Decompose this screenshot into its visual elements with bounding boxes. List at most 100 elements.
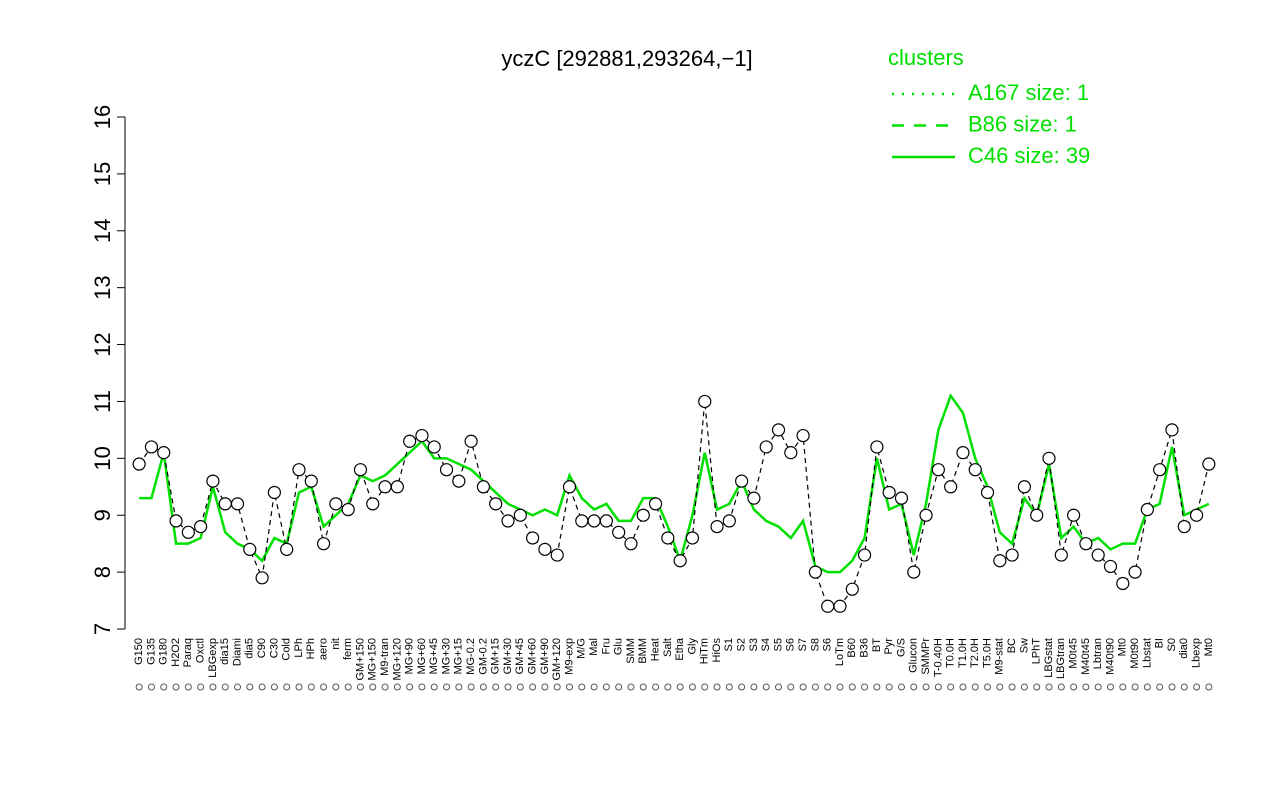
x-tick-label: dia5 <box>244 638 256 659</box>
axis-dot <box>873 683 881 691</box>
axis-dot <box>1143 683 1151 691</box>
point <box>1103 559 1118 574</box>
point <box>181 525 195 539</box>
x-tick-label: GM+150 <box>354 638 366 681</box>
x-tick-label: Salt <box>662 638 674 657</box>
point <box>144 440 159 454</box>
point <box>931 463 945 477</box>
x-tick-label: S3 <box>748 638 760 651</box>
x-tick-label: M/G <box>576 638 588 659</box>
point <box>316 537 331 551</box>
axis-dot <box>861 683 869 691</box>
axis-dot <box>848 683 856 691</box>
axis-dot <box>1119 683 1127 691</box>
axis-dot <box>565 683 573 691</box>
point <box>1202 457 1216 471</box>
axis-dot <box>1106 683 1114 691</box>
point <box>526 531 540 545</box>
x-tick-label: ferm <box>342 638 354 660</box>
point <box>1128 565 1142 579</box>
axis-dot <box>295 683 303 691</box>
axis-dot <box>270 683 278 691</box>
legend-label: C46 size: 39 <box>968 143 1090 168</box>
axis-dot <box>234 683 242 691</box>
axis-dot <box>676 683 684 691</box>
axis-dot <box>652 683 660 691</box>
point <box>685 531 700 545</box>
axis-dot <box>443 683 451 691</box>
point <box>870 440 884 454</box>
axis-dot <box>590 683 598 691</box>
axis-dot <box>516 683 524 691</box>
point <box>1177 519 1191 534</box>
point <box>476 480 491 494</box>
axis-dot <box>811 683 819 691</box>
y-tick-label: 7 <box>90 623 115 635</box>
x-tick-label: M9-exp <box>563 638 575 675</box>
x-tick-label: S2 <box>736 638 748 651</box>
x-tick-label: dia15 <box>219 638 231 665</box>
x-tick-label: BC <box>1006 638 1018 653</box>
axis-dot <box>934 683 942 691</box>
point <box>919 508 933 522</box>
point <box>1116 576 1130 591</box>
axis-dot <box>479 683 487 691</box>
x-tick-label: MG-0.2 <box>465 638 477 675</box>
x-tick-label: T2.0H <box>969 638 981 668</box>
point <box>1091 548 1105 562</box>
point <box>857 548 872 562</box>
axis-dot <box>664 683 672 691</box>
point <box>1017 480 1032 494</box>
point <box>1067 508 1081 522</box>
x-tick-label: BI <box>1154 638 1166 648</box>
point <box>735 474 749 488</box>
axis-dot <box>307 683 315 691</box>
x-tick-label: aero <box>317 638 329 660</box>
x-tick-label: C90 <box>256 638 268 658</box>
point <box>661 531 675 545</box>
axis-dot <box>639 683 647 691</box>
x-tick-label: M0t45 <box>1068 638 1080 669</box>
axis-dot <box>1033 683 1041 691</box>
chart-title: yczC [292881,293264,−1] <box>501 46 752 71</box>
x-tick-label: S6 <box>785 638 797 651</box>
x-tick-label: B60 <box>846 638 858 658</box>
axis-dot <box>984 683 992 691</box>
point <box>267 485 281 500</box>
point <box>194 519 208 534</box>
point <box>636 508 650 522</box>
x-tick-label: Fru <box>600 638 612 655</box>
axis-dot <box>221 683 229 691</box>
point <box>255 571 269 585</box>
point <box>452 474 466 488</box>
x-tick-label: T5.0H <box>981 638 993 668</box>
x-tick-label: T1.0H <box>957 638 969 668</box>
point <box>894 491 909 505</box>
point <box>980 485 995 500</box>
point <box>612 525 626 539</box>
axis-dot <box>885 683 893 691</box>
point <box>489 497 503 511</box>
point <box>882 485 896 500</box>
x-tick-label: Diami <box>231 638 243 666</box>
axis-dot <box>135 683 143 691</box>
x-tick-label: HPh <box>305 638 317 659</box>
x-tick-label: Lbstat <box>1141 638 1153 668</box>
x-tick-label: S1 <box>723 638 735 651</box>
x-tick-label: LoTm <box>834 638 846 666</box>
axis-dot <box>1070 683 1078 691</box>
x-tick-label: GM-0.2 <box>477 638 489 675</box>
x-tick-label: S5 <box>772 638 784 651</box>
point <box>501 514 515 528</box>
x-tick-label: MG+120 <box>391 638 403 681</box>
axis-dot <box>578 683 586 691</box>
y-tick-label: 8 <box>90 566 115 578</box>
axis-dot <box>381 683 389 691</box>
point <box>648 497 663 511</box>
point <box>341 502 355 517</box>
x-tick-label: dia0 <box>1178 638 1190 659</box>
point <box>427 440 441 454</box>
axis-dot <box>799 683 807 691</box>
x-tick-label: Mal <box>588 638 600 656</box>
